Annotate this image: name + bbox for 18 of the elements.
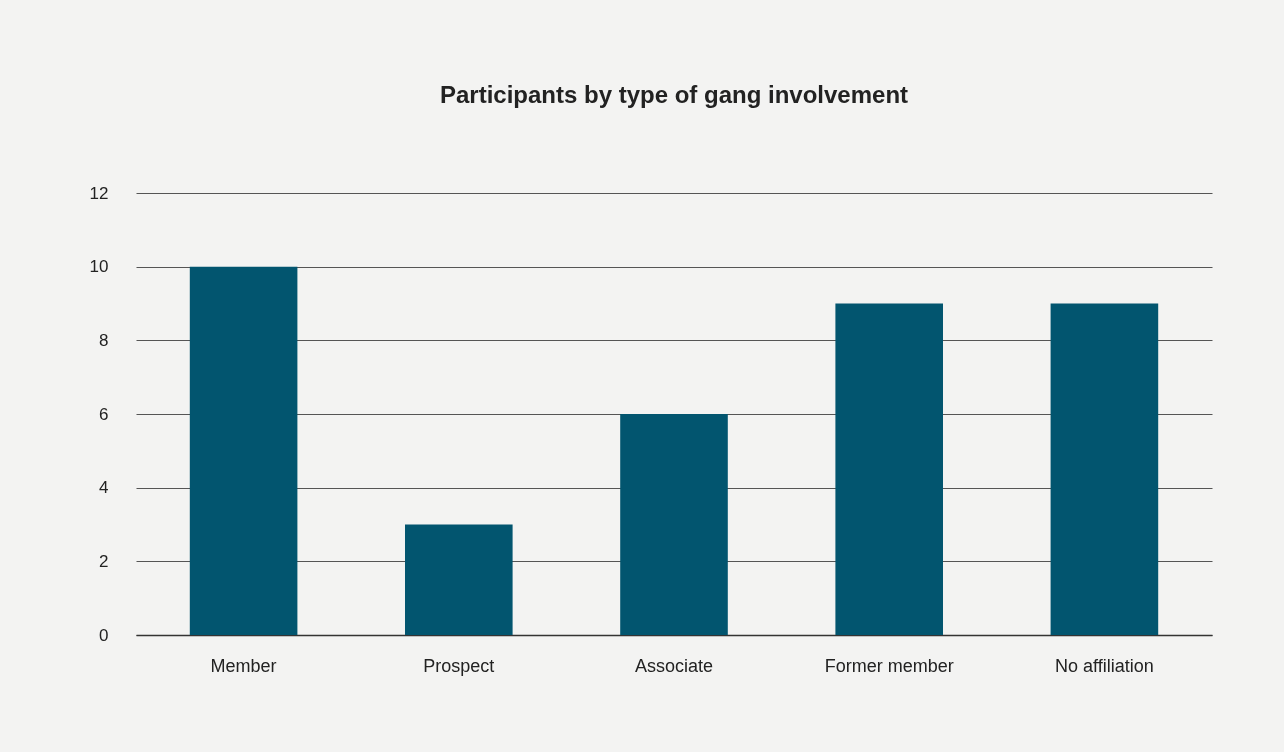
x-tick-label: Former member — [824, 655, 954, 676]
x-tick-label: Member — [210, 655, 277, 676]
chart-title: Participants by type of gang involvement — [439, 81, 909, 108]
y-tick-label: 8 — [99, 330, 109, 350]
bar — [620, 414, 728, 635]
x-tick-label: Prospect — [423, 655, 495, 676]
bar — [405, 524, 513, 635]
bar — [1050, 303, 1159, 635]
bar — [189, 266, 298, 635]
x-tick-label: Associate — [634, 655, 714, 676]
bar — [835, 303, 943, 635]
y-tick-label: 0 — [99, 625, 109, 645]
y-tick-label: 2 — [99, 551, 109, 571]
y-tick-label: 10 — [89, 257, 109, 277]
y-tick-label: 6 — [99, 404, 109, 424]
y-tick-label: 4 — [99, 478, 109, 498]
y-tick-label: 12 — [89, 183, 109, 203]
x-tick-label: No affiliation — [1055, 655, 1154, 676]
